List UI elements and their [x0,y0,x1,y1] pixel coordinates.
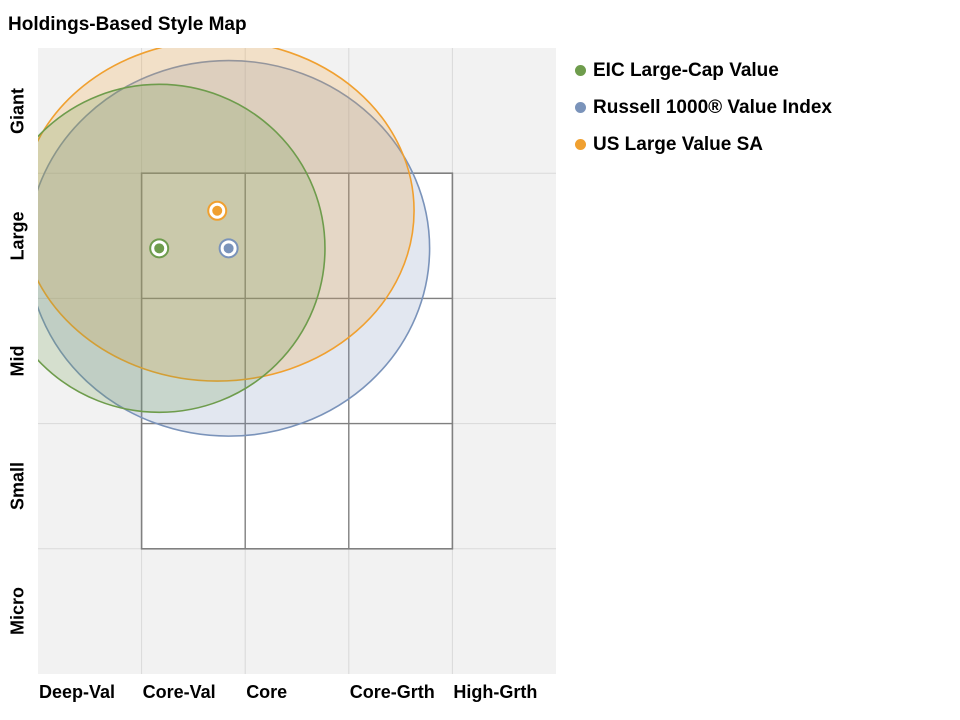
series-point [223,243,234,254]
legend-marker [575,65,586,76]
y-tick-label: Mid [7,345,28,377]
series-bubble [38,83,326,414]
y-tick-label: Giant [7,87,28,134]
chart-title: Holdings-Based Style Map [8,14,247,35]
chart-legend: EIC Large-Cap Value Russell 1000® Value … [575,52,832,163]
legend-item: EIC Large-Cap Value [575,52,832,89]
y-tick-label: Small [7,462,28,511]
style-box-border [140,172,454,550]
legend-marker [575,102,586,113]
legend-label: EIC Large-Cap Value [593,59,779,81]
y-tick-label: Micro [7,587,28,636]
x-tick-label: High-Grth [453,682,538,702]
x-tick-label: Deep-Val [39,682,116,702]
series-point [212,205,223,216]
legend-item: US Large Value SA [575,126,832,163]
y-tick-label: Large [7,211,28,261]
series-point [154,243,165,254]
style-box-fill [141,173,453,549]
x-tick-label: Core-Val [142,682,216,702]
legend-label: US Large Value SA [593,133,764,155]
legend-marker [575,139,586,150]
legend-item: Russell 1000® Value Index [575,89,832,126]
x-tick-label: Core [246,682,288,702]
x-tick-label: Core-Grth [349,682,435,702]
legend-label: Russell 1000® Value Index [593,96,832,118]
